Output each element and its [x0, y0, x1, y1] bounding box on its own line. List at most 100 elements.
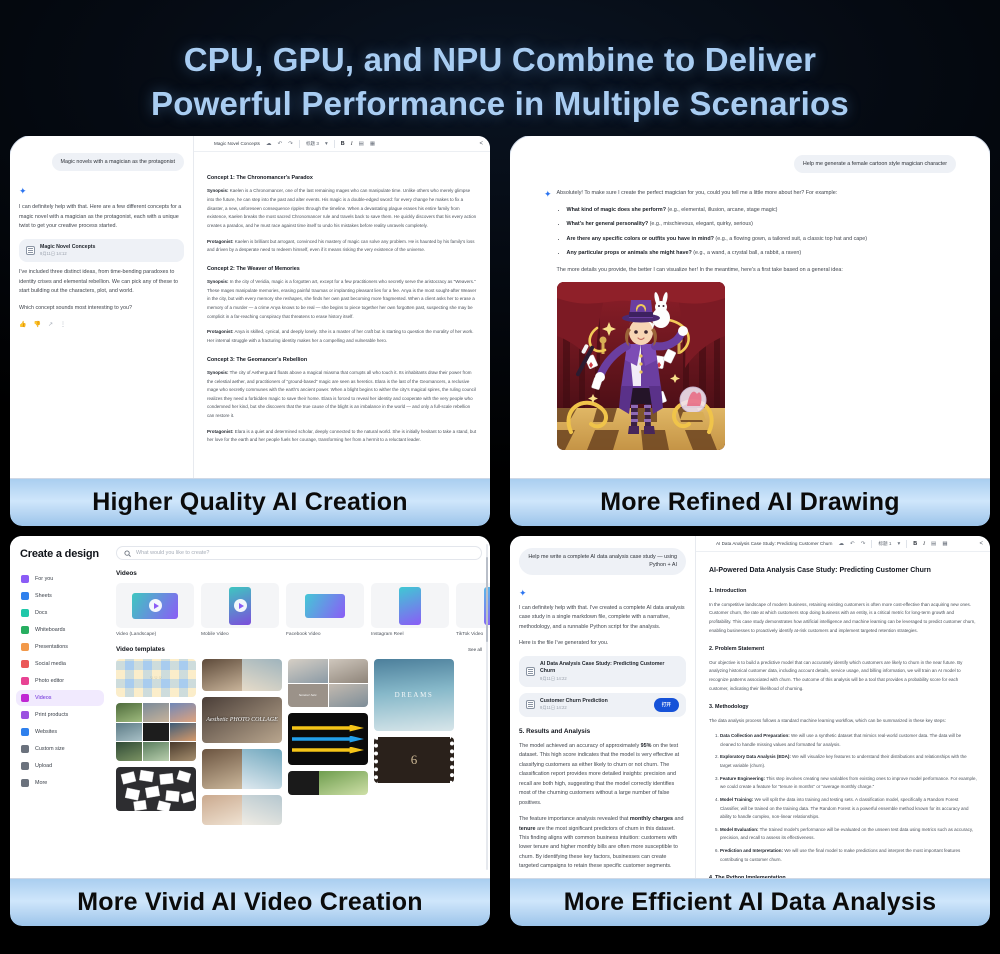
screen-ai-creation: Magic novels with a magician as the prot… — [10, 136, 490, 478]
feature-1: monthly charges — [629, 816, 674, 823]
cloud-icon[interactable]: ☁ — [838, 540, 845, 547]
align-icon[interactable]: ▦ — [942, 540, 948, 547]
template-tile[interactable]: Summer Sale — [288, 659, 368, 707]
screen-ai-drawing: Help me generate a female cartoon style … — [510, 136, 990, 478]
list-icon[interactable]: ▤ — [931, 540, 937, 547]
sidebar-item-label: Custom size — [35, 746, 65, 752]
sidebar-item-icon — [21, 660, 29, 668]
bold-button[interactable]: B — [913, 540, 918, 547]
concept-heading: Concept 3: The Geomancer's Rebellion — [207, 356, 308, 363]
italic-button[interactable]: I — [350, 140, 353, 147]
template-tile[interactable]: 6 — [374, 737, 454, 783]
share-button[interactable]: < — [479, 140, 483, 147]
protagonist-label: Protagonist: — [207, 428, 234, 434]
template-tile[interactable]: ♡ ♡ ♡ — [116, 659, 196, 697]
sidebar-item-custom-size[interactable]: Custom size — [16, 741, 104, 757]
undo-icon[interactable]: ↶ — [277, 140, 283, 147]
methodology-step: Model Training: We will split the data i… — [720, 796, 977, 822]
template-tile[interactable] — [288, 771, 368, 795]
caption-ai-video: More Vivid AI Video Creation — [10, 878, 490, 926]
results-paragraph-2: The feature importance analysis revealed… — [519, 815, 686, 872]
sidebar-item-icon — [21, 711, 29, 719]
step-text: We will use the final model to make pred… — [720, 848, 961, 862]
sidebar-item-social-media[interactable]: Social media — [16, 656, 104, 672]
template-grid: ♡ ♡ ♡ — [116, 659, 482, 825]
cloud-icon[interactable]: ☁ — [265, 140, 272, 147]
section-paragraph: Our objective is to build a predictive m… — [709, 659, 963, 691]
sidebar-item-photo-editor[interactable]: Photo editor — [16, 673, 104, 689]
methodology-steps: Data Collection and Preparation: We will… — [720, 732, 977, 864]
sidebar-item-videos[interactable]: Videos — [16, 690, 104, 706]
italic-button[interactable]: I — [923, 540, 926, 547]
video-type-row: Video (Landscape) Mobile Video Facebook Vi… — [116, 583, 490, 637]
sidebar-item-more[interactable]: More — [16, 775, 104, 791]
file-card[interactable]: Customer Churn Prediction 9月11日 14:22 打开 — [519, 692, 686, 717]
open-file-button[interactable]: 打开 — [653, 697, 679, 712]
chat-panel: Help me write a complete AI data analysi… — [510, 536, 695, 878]
sparkle-icon: ✦ — [544, 189, 552, 200]
sidebar-item-whiteboards[interactable]: Whiteboards — [16, 622, 104, 638]
sidebar-item-presentations[interactable]: Presentations — [16, 639, 104, 655]
sidebar-item-icon — [21, 592, 29, 600]
template-tile[interactable] — [116, 703, 196, 761]
redo-icon[interactable]: ↷ — [860, 540, 866, 547]
synopsis-label: Synopsis: — [207, 188, 229, 194]
chevron-down-icon[interactable]: ▾ — [897, 540, 901, 547]
sidebar-item-sheets[interactable]: Sheets — [16, 588, 104, 604]
template-tile[interactable] — [202, 795, 282, 825]
play-icon — [148, 599, 162, 612]
sidebar-item-label: Upload — [35, 763, 53, 769]
list-item: What's her general personality? (e.g., m… — [567, 220, 956, 229]
share-icon[interactable]: ↗ — [47, 322, 53, 329]
video-type-label: TikTok Video — [456, 632, 484, 637]
video-type-card[interactable]: Instagram Reel — [371, 583, 449, 637]
template-tile[interactable]: Aesthetic PHOTO COLLAGE — [202, 697, 282, 743]
align-icon[interactable]: ▦ — [369, 140, 376, 147]
doc-title-label: AI Data Analysis Case Study: Predicting … — [716, 541, 833, 546]
video-type-card[interactable]: TikTok Video — [456, 583, 490, 637]
video-type-card[interactable]: Video (Landscape) — [116, 583, 194, 637]
document-icon — [526, 666, 535, 676]
step-text: The trained model's performance will be … — [720, 826, 974, 841]
results-heading: 5. Results and Analysis — [519, 727, 591, 735]
file-card[interactable]: Magic Novel Concepts 9月11日 14:12 — [19, 238, 184, 263]
file-card[interactable]: AI Data Analysis Case Study: Predicting … — [519, 655, 686, 687]
text-run: are the most significant predictors of c… — [519, 825, 678, 870]
file-card-time: 9月11日 14:22 — [540, 705, 567, 711]
chevron-down-icon[interactable]: ▾ — [324, 140, 328, 147]
share-button[interactable]: < — [979, 540, 983, 547]
sidebar-item-docs[interactable]: Docs — [16, 605, 104, 621]
document-panel: AI Data Analysis Case Study: Predicting … — [695, 536, 990, 878]
thumbs-up-icon[interactable]: 👍 — [19, 322, 27, 329]
sidebar-item-print-products[interactable]: Print products — [16, 707, 104, 723]
sidebar-item-for-you[interactable]: For you — [16, 571, 104, 587]
template-tile[interactable] — [116, 767, 196, 811]
concept-synopsis: Synopsis: The city of Aetherguard floats… — [207, 369, 477, 421]
font-size-select[interactable]: 标题 1 — [878, 540, 892, 546]
template-tile[interactable] — [202, 749, 282, 789]
scrollbar[interactable] — [485, 544, 488, 870]
video-type-card[interactable]: Facebook Video — [286, 583, 364, 637]
bullet-rest: (e.g., mischievous, elegant, quirky, ser… — [648, 221, 753, 228]
search-input[interactable]: What would you like to create? — [116, 546, 482, 560]
template-tile[interactable] — [288, 713, 368, 765]
undo-icon[interactable]: ↶ — [850, 540, 855, 547]
chat-panel: Magic novels with a magician as the prot… — [10, 136, 193, 478]
step-label: Prediction and Interpretation: — [720, 848, 784, 854]
video-type-card[interactable]: Mobile Video — [201, 583, 279, 637]
sidebar-item-websites[interactable]: Websites — [16, 724, 104, 740]
list-icon[interactable]: ▤ — [358, 140, 364, 147]
template-tile[interactable]: DREAMS — [374, 659, 454, 731]
more-icon[interactable]: ⋮ — [60, 322, 66, 329]
see-all-link[interactable]: See all — [467, 647, 482, 652]
bold-button[interactable]: B — [340, 140, 345, 147]
template-tile[interactable] — [202, 659, 282, 691]
redo-icon[interactable]: ↷ — [288, 140, 293, 147]
thumbs-down-icon[interactable]: 👎 — [33, 322, 41, 329]
document-body: Concept 1: The Chronomancer's Paradox Sy… — [194, 152, 490, 464]
bullet-rest: (e.g., a wand, a crystal ball, a rabbit,… — [691, 250, 802, 257]
ai-response: ✦ I can definitely help with that. Here … — [19, 187, 184, 330]
font-size-select[interactable]: 标题 3 — [305, 140, 319, 146]
video-type-thumbnail — [371, 583, 449, 628]
sidebar-item-upload[interactable]: Upload — [16, 758, 104, 774]
